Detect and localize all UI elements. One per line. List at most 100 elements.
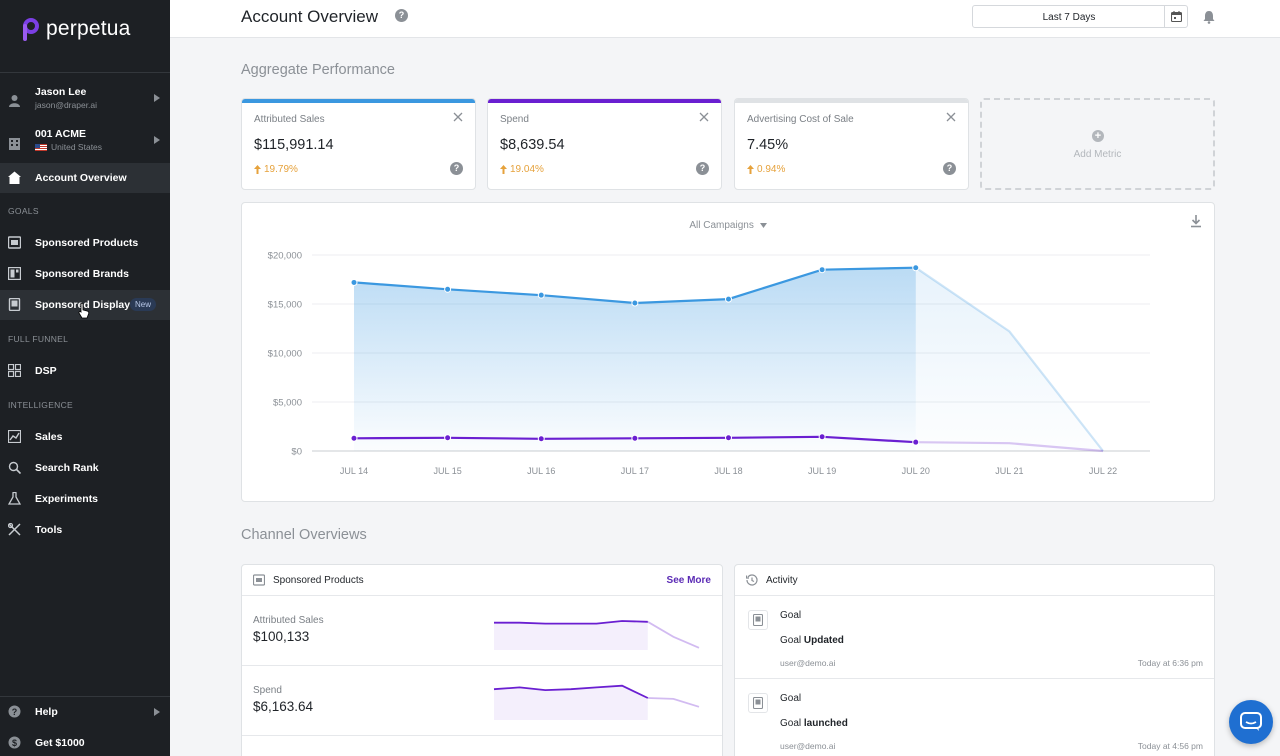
brand-name: perpetua	[46, 17, 131, 40]
series-line-projected	[915, 441, 1104, 453]
activity-item[interactable]: Goal Goal Updated user@demo.ai Today at …	[735, 596, 1214, 679]
activity-prefix: Goal	[780, 635, 802, 646]
data-point	[818, 433, 826, 441]
metric-color-bar	[488, 99, 721, 103]
panel-title: Activity	[766, 575, 798, 586]
data-point	[350, 434, 358, 442]
activity-title: Goal	[780, 693, 802, 704]
mouse-cursor-icon	[78, 303, 90, 319]
bell-icon[interactable]	[1202, 10, 1216, 24]
metric-card-attributed-sales[interactable]: Attributed Sales $115,991.14 19.79% ?	[241, 98, 476, 190]
sidebar-item-account-overview[interactable]: Account Overview	[0, 163, 170, 193]
chevron-right-icon	[154, 94, 160, 102]
sponsored-products-icon	[8, 236, 21, 249]
sparkline-area	[494, 685, 648, 720]
metric-card-acos[interactable]: Advertising Cost of Sale 7.45% 0.94% ?	[734, 98, 969, 190]
goal-icon	[748, 610, 768, 630]
data-point	[444, 285, 452, 293]
help-icon[interactable]: ?	[696, 162, 709, 175]
sponsored-display-icon	[8, 298, 21, 311]
help-icon[interactable]: ?	[395, 9, 408, 22]
account-name: 001 ACME	[35, 128, 86, 140]
page-title: Account Overview	[241, 7, 378, 26]
sidebar-item-tools[interactable]: Tools	[0, 515, 170, 545]
close-icon[interactable]	[946, 112, 956, 122]
dollar-icon: $	[8, 736, 21, 749]
svg-text:$: $	[12, 738, 17, 748]
sidebar-item-referral[interactable]: $ Get $1000	[0, 728, 170, 756]
activity-description: Goal launched	[780, 718, 848, 729]
add-metric-button[interactable]: + Add Metric	[980, 98, 1215, 190]
sales-area	[354, 267, 916, 451]
sponsored-brands-icon	[8, 267, 21, 280]
help-icon[interactable]: ?	[943, 162, 956, 175]
sidebar-item-dsp[interactable]: DSP	[0, 356, 170, 386]
date-range-picker[interactable]: Last 7 Days	[972, 5, 1188, 28]
activity-time: Today at 4:56 pm	[1137, 741, 1203, 751]
chevron-right-icon	[154, 708, 160, 716]
divider	[0, 72, 170, 73]
metric-value: 7.45%	[747, 137, 789, 153]
activity-description: Goal Updated	[780, 635, 844, 646]
y-tick-label: $0	[291, 447, 302, 458]
data-point	[912, 264, 920, 272]
metric-card-spend[interactable]: Spend $8,639.54 19.04% ?	[487, 98, 722, 190]
activity-item[interactable]: Goal Goal launched user@demo.ai Today at…	[735, 679, 1214, 756]
chat-icon	[1240, 712, 1262, 731]
close-icon[interactable]	[453, 112, 463, 122]
activity-action: launched	[803, 718, 848, 729]
account-menu[interactable]: 001 ACME United States	[0, 124, 170, 164]
sidebar-item-sponsored-brands[interactable]: Sponsored Brands	[0, 259, 170, 289]
activity-action: Updated	[803, 635, 844, 646]
metric-value: $115,991.14	[254, 137, 334, 153]
chevron-right-icon	[154, 136, 160, 144]
flask-icon	[8, 492, 21, 505]
sidebar-item-sponsored-display[interactable]: Sponsored Display New	[0, 290, 170, 320]
section-full-funnel: FULL FUNNEL	[8, 334, 69, 344]
channel-metric-label: Spend	[253, 685, 282, 696]
sidebar-item-sales[interactable]: Sales	[0, 422, 170, 452]
x-tick-label: JUL 18	[714, 466, 742, 476]
activity-panel: Activity Goal Goal Updated user@demo.ai …	[734, 564, 1215, 756]
sidebar-item-search-rank[interactable]: Search Rank	[0, 453, 170, 483]
sparkline-line	[493, 684, 649, 699]
data-point	[818, 266, 826, 274]
sidebar-item-help[interactable]: ? Help	[0, 697, 170, 727]
building-icon	[9, 138, 20, 150]
x-tick-label: JUL 14	[340, 466, 368, 476]
sparkline	[494, 620, 700, 650]
activity-prefix: Goal	[780, 718, 802, 729]
sparkline	[493, 684, 700, 720]
user-menu[interactable]: Jason Lee jason@draper.ai	[0, 82, 170, 122]
x-tick-label: JUL 16	[527, 466, 555, 476]
download-icon[interactable]	[1190, 215, 1202, 228]
brand-logo[interactable]: perpetua	[18, 17, 131, 41]
sidebar-item-sponsored-products[interactable]: Sponsored Products	[0, 228, 170, 258]
svg-text:?: ?	[12, 707, 18, 717]
metric-label: Attributed Sales	[254, 114, 325, 125]
campaign-filter-dropdown[interactable]: All Campaigns	[242, 220, 1214, 231]
panel-header: Sponsored Products See More	[242, 565, 722, 596]
help-icon[interactable]: ?	[450, 162, 463, 175]
sparkline-line	[494, 620, 648, 625]
date-range-value: Last 7 Days	[1042, 12, 1096, 23]
data-point	[444, 434, 452, 442]
data-point	[350, 278, 358, 286]
sparkline-projected	[647, 697, 700, 708]
close-icon[interactable]	[699, 112, 709, 122]
data-point	[725, 295, 732, 303]
see-more-link[interactable]: See More	[666, 575, 711, 586]
channel-metric-row: Spend $6,163.64	[242, 666, 722, 736]
sponsored-products-icon	[253, 574, 265, 586]
aggregate-performance-title: Aggregate Performance	[241, 62, 395, 78]
chat-support-button[interactable]	[1229, 700, 1273, 744]
metric-change: 0.94%	[747, 164, 785, 175]
x-tick-label: JUL 21	[995, 466, 1023, 476]
plus-icon: +	[1092, 130, 1104, 142]
metric-change: 19.04%	[500, 164, 544, 175]
calendar-button[interactable]	[1164, 6, 1187, 27]
data-point	[912, 438, 920, 446]
sidebar-item-label: Search Rank	[35, 462, 99, 474]
divider	[0, 696, 170, 697]
sidebar-item-experiments[interactable]: Experiments	[0, 484, 170, 514]
